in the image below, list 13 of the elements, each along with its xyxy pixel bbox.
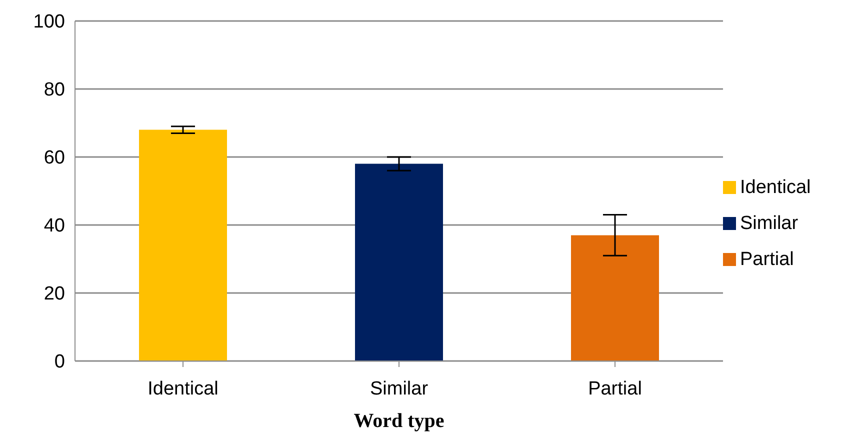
y-tick-label: 0 xyxy=(54,352,65,373)
y-tick-label: 60 xyxy=(44,148,65,169)
y-tick-label: 20 xyxy=(44,284,65,305)
y-tick-label: 100 xyxy=(33,12,65,33)
y-tick-label: 80 xyxy=(44,80,65,101)
x-axis-title: Word type xyxy=(354,410,444,432)
y-tick-label: 40 xyxy=(44,216,65,237)
x-tick-label: Partial xyxy=(588,378,642,400)
x-tick-label: Identical xyxy=(148,378,218,400)
legend-label: Similar xyxy=(740,212,798,234)
legend-label: Identical xyxy=(740,176,811,198)
legend-label: Partial xyxy=(740,248,794,270)
x-tick-label: Similar xyxy=(370,378,429,400)
